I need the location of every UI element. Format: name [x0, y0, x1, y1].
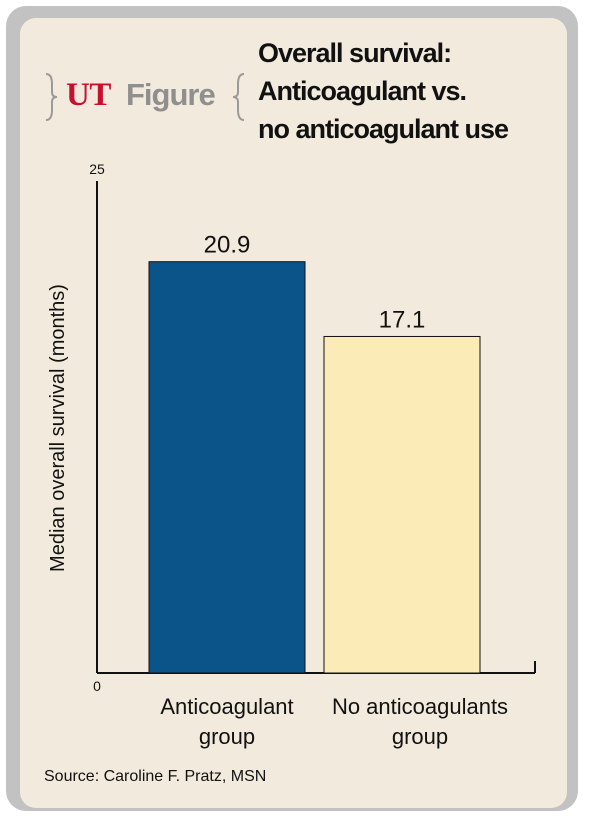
category-label-1-line-1: Anticoagulant: [160, 694, 293, 719]
y-tick-label-min: 0: [93, 678, 101, 694]
title-line-2: Anticoagulant vs.: [258, 76, 467, 106]
right-bracket-icon: [232, 73, 245, 121]
source-credit: Source: Caroline F. Pratz, MSN: [44, 768, 267, 785]
y-tick-label-max: 25: [89, 161, 105, 177]
bar-2: [323, 335, 481, 674]
chart-title: Overall survival: Anticoagulant vs. no a…: [258, 34, 578, 148]
category-label-2-line-1: No anticoagulants: [332, 694, 508, 719]
logo-ut-mark: UT: [66, 77, 111, 113]
category-label-1-line-2: group: [199, 724, 255, 749]
category-label-2-line-2: group: [392, 724, 448, 749]
title-line-1: Overall survival:: [258, 38, 452, 68]
left-bracket-icon: [45, 73, 58, 121]
title-line-3: no anticoagulant use: [258, 114, 509, 144]
y-axis-label: Median overall survival (months): [47, 284, 69, 572]
logo-figure-word: Figure: [126, 77, 216, 112]
bar-1: [148, 261, 306, 674]
ut-figure-logo: UT Figure: [44, 72, 249, 122]
bar-value-label-1: 20.9: [204, 232, 251, 259]
bar-value-label-2: 17.1: [379, 306, 426, 333]
